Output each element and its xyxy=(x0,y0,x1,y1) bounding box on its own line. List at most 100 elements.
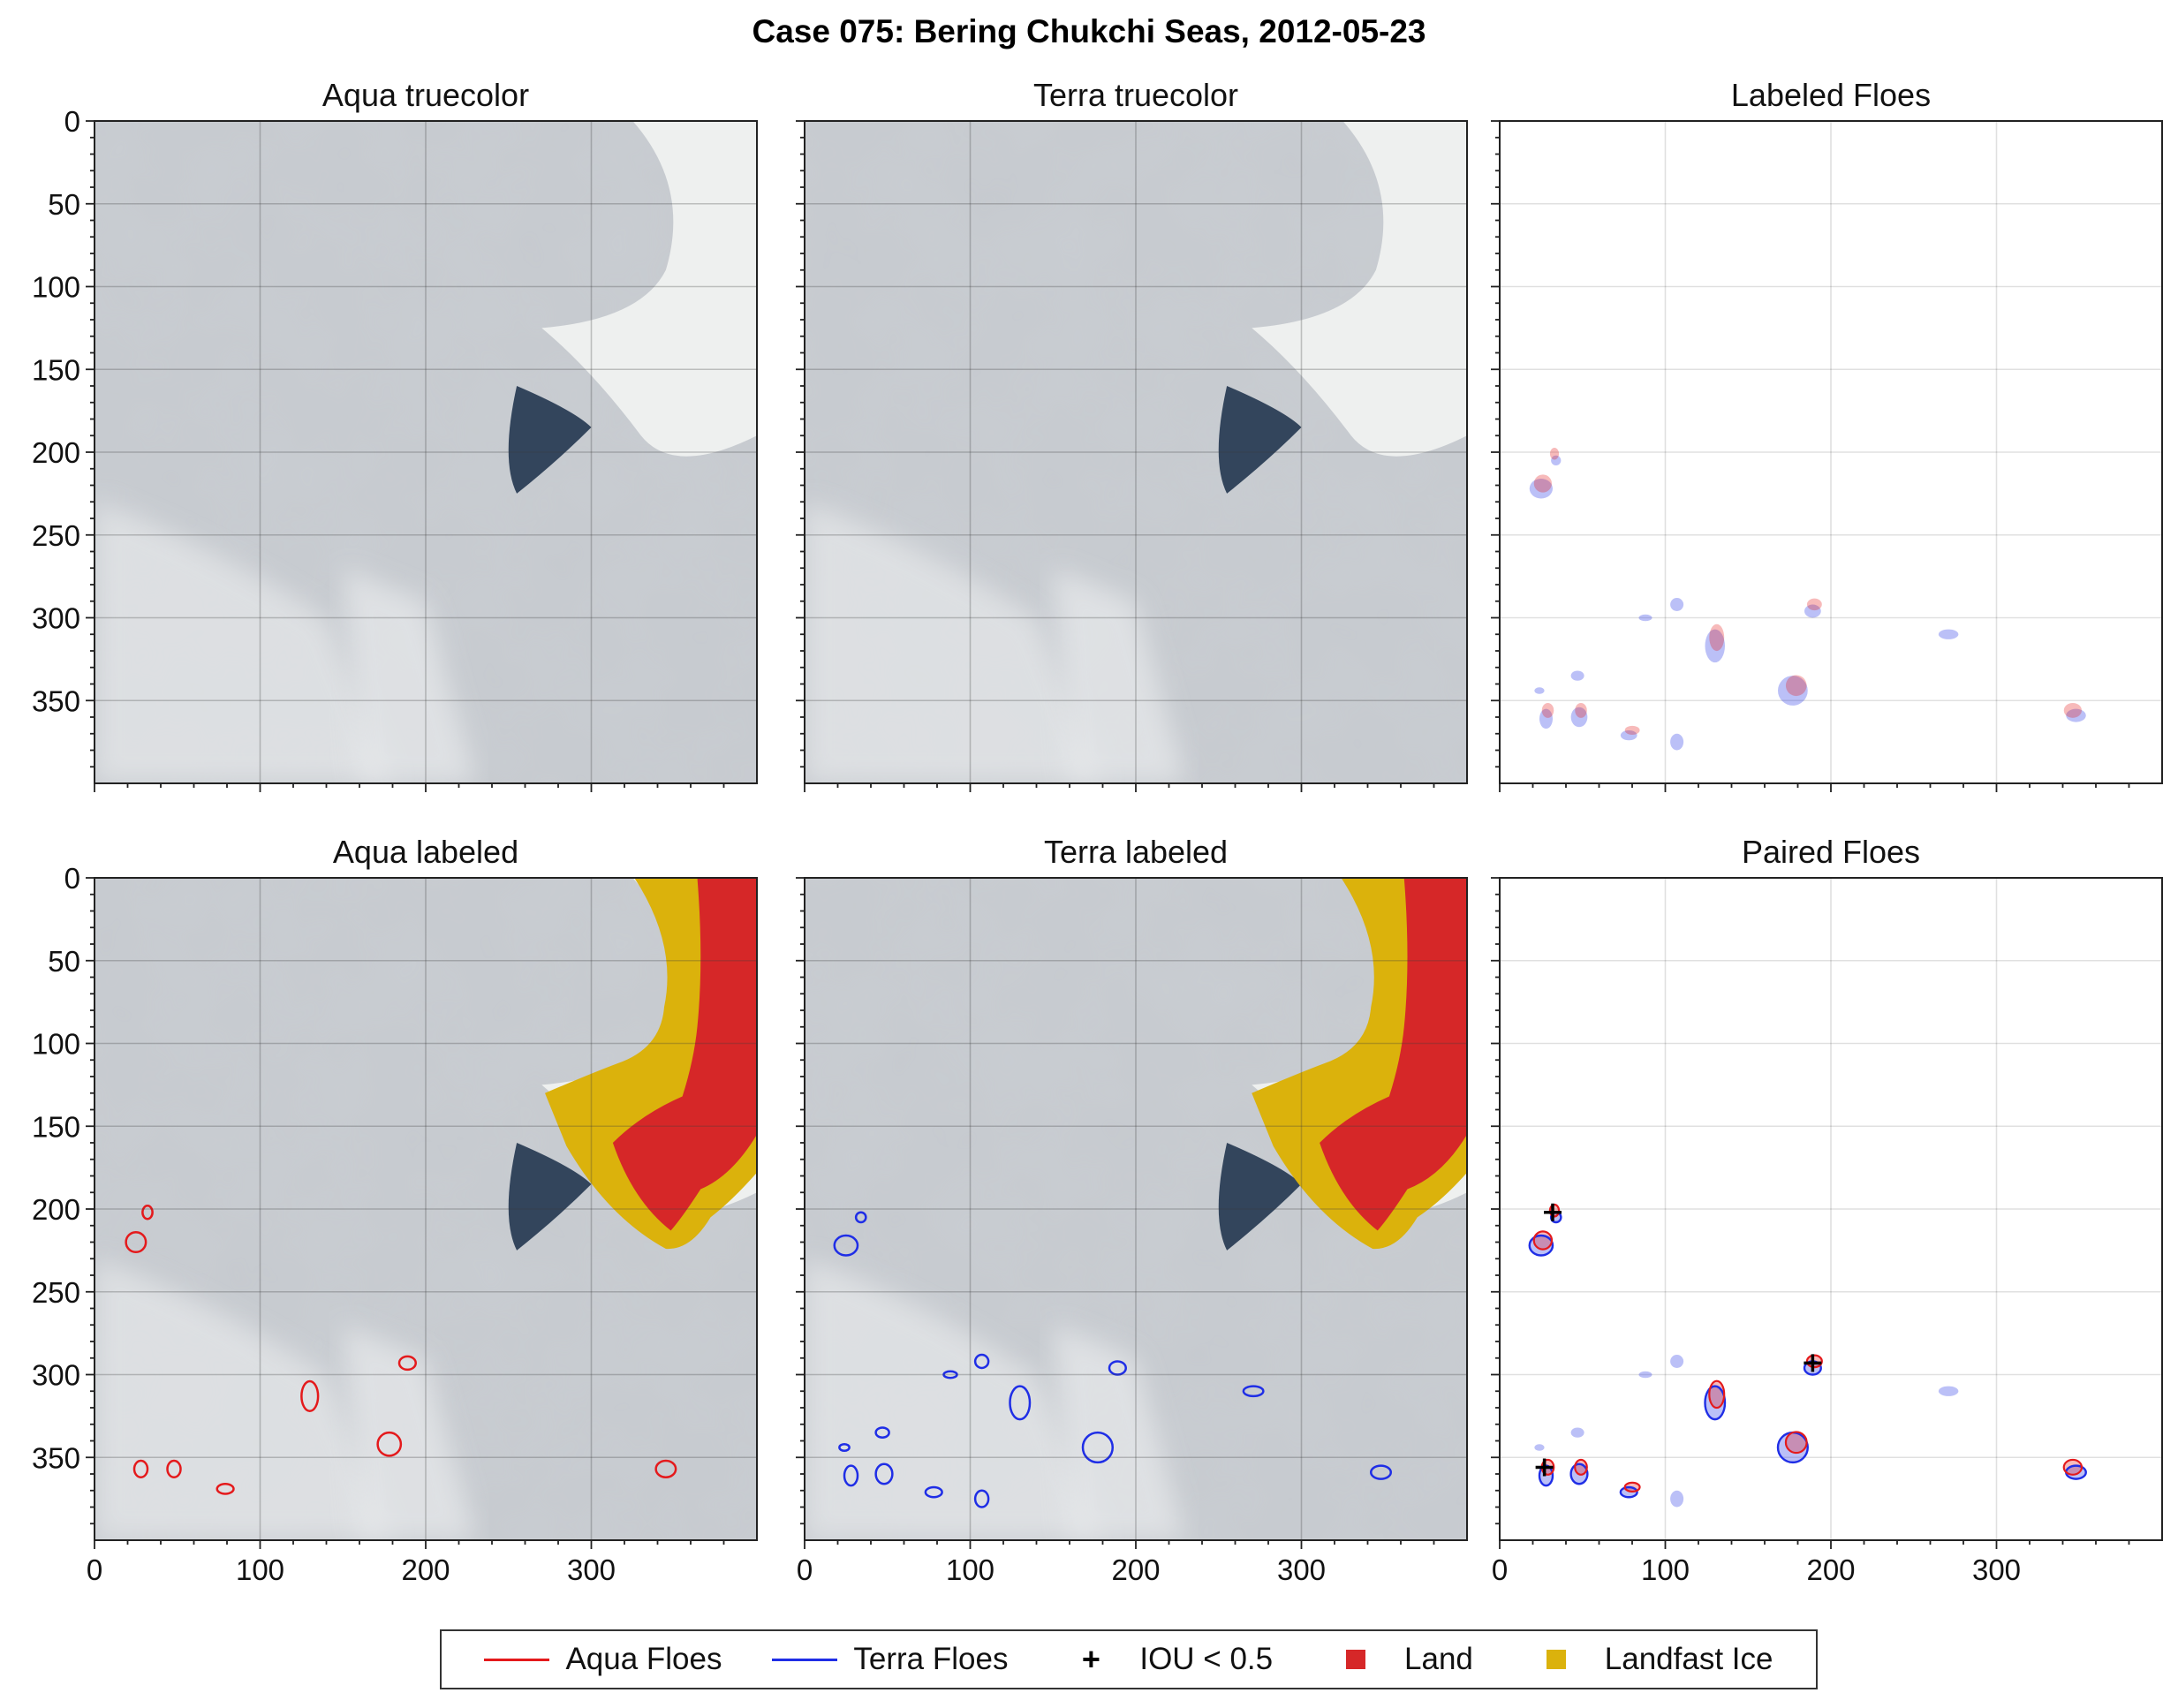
floe-outline xyxy=(1108,1360,1127,1376)
pack-ice-region xyxy=(343,1325,476,1540)
iou-marker xyxy=(1804,1354,1822,1372)
floe-outline xyxy=(1242,1385,1265,1398)
panel-plot-area xyxy=(1500,121,2162,783)
terra-floe xyxy=(1529,479,1553,499)
pack-ice-region xyxy=(95,502,393,783)
aqua-floe-outline xyxy=(1548,1203,1561,1218)
floe-outline xyxy=(1370,1464,1392,1480)
y-tick-label: 50 xyxy=(48,188,80,221)
terra-floe xyxy=(1778,676,1808,706)
floe-outline xyxy=(874,1462,894,1485)
aqua-floe xyxy=(1709,623,1725,652)
legend-line-icon xyxy=(484,1658,550,1661)
open-water xyxy=(1218,1143,1302,1251)
open-water xyxy=(508,1143,592,1251)
panel-plot-area xyxy=(805,121,1467,783)
land-region xyxy=(1320,878,1467,1231)
terra-floe xyxy=(1705,629,1725,663)
aqua-floe-outline xyxy=(1784,1431,1808,1455)
panel-3: Labeled Floes xyxy=(1491,77,2163,792)
legend-square-icon xyxy=(1346,1650,1366,1669)
aqua-floe xyxy=(1785,675,1807,697)
aqua-floe-outline xyxy=(1574,1458,1588,1476)
terra-floe xyxy=(1534,687,1545,694)
coast-ice xyxy=(541,121,757,457)
plot-background xyxy=(1500,121,2162,783)
legend-label: Landfast Ice xyxy=(1604,1642,1773,1676)
legend-square-icon xyxy=(1546,1650,1566,1669)
pack-ice-region xyxy=(1053,1325,1186,1540)
terra-floe xyxy=(1670,598,1684,611)
y-tick-label: 250 xyxy=(32,1276,80,1309)
terra-floe xyxy=(1529,1236,1553,1256)
aqua-floe-outline xyxy=(1708,1379,1726,1409)
legend-label: Terra Floes xyxy=(853,1642,1009,1676)
aqua-floe xyxy=(1806,598,1822,611)
x-tick-label: 300 xyxy=(567,1553,616,1586)
aqua-floe-outline xyxy=(1623,1481,1641,1493)
aqua-floe xyxy=(1785,1432,1807,1454)
x-tick-label: 100 xyxy=(1641,1553,1690,1586)
terra-floe xyxy=(1670,1355,1684,1368)
terra-floe xyxy=(1670,733,1684,751)
y-tick-label: 150 xyxy=(32,1110,80,1143)
floe-outline xyxy=(141,1205,154,1221)
x-tick-label: 300 xyxy=(1972,1553,2021,1586)
floe-outline xyxy=(125,1231,147,1253)
y-tick-label: 100 xyxy=(32,271,80,304)
pack-ice-region xyxy=(343,568,476,783)
aqua-floe-outline xyxy=(1532,1230,1554,1251)
x-tick-label: 0 xyxy=(1492,1553,1508,1586)
legend-label: IOU < 0.5 xyxy=(1139,1642,1274,1676)
panel-5: Terra labeled 0 100 200 300 xyxy=(796,834,1468,1586)
legend-item: + IOU < 0.5 xyxy=(1058,1642,1273,1677)
legend-item: Aqua Floes xyxy=(484,1642,722,1677)
aqua-floe xyxy=(2063,1459,2082,1475)
panel-title: Aqua labeled xyxy=(333,834,518,870)
panel-title: Paired Floes xyxy=(1742,834,1920,870)
floe-outline xyxy=(854,1211,867,1224)
terra-floe-outline xyxy=(1569,1462,1589,1485)
floe-outline xyxy=(376,1431,403,1457)
aqua-floe xyxy=(1541,702,1554,718)
floe-outline xyxy=(942,1370,958,1379)
panel-title: Terra truecolor xyxy=(1033,77,1238,113)
panel-plot-area xyxy=(95,121,757,783)
floe-outline xyxy=(874,1426,890,1439)
floe-outline xyxy=(838,1443,851,1452)
x-tick-label: 300 xyxy=(1277,1553,1326,1586)
x-tick-label: 200 xyxy=(1806,1553,1855,1586)
floe-outline xyxy=(1081,1431,1114,1464)
y-tick-label: 50 xyxy=(48,945,80,978)
y-tick-label: 200 xyxy=(32,1193,80,1226)
y-tick-label: 0 xyxy=(64,862,80,895)
terra-floe xyxy=(1570,707,1588,728)
panel-6: Paired Floes 0 100 200 300 xyxy=(1491,834,2163,1586)
plot-background xyxy=(1500,878,2162,1540)
terra-floe xyxy=(1938,629,1959,639)
panel-title: Labeled Floes xyxy=(1731,77,1931,113)
panel-plot-area xyxy=(805,878,1467,1540)
iou-marker xyxy=(1544,1203,1562,1221)
aqua-floe xyxy=(2063,702,2082,718)
x-tick-label: 200 xyxy=(1111,1553,1160,1586)
x-tick-label: 0 xyxy=(87,1553,102,1586)
y-tick-label: 200 xyxy=(32,436,80,469)
y-tick-label: 300 xyxy=(32,1359,80,1392)
panel-title: Terra labeled xyxy=(1044,834,1228,870)
legend-label: Aqua Floes xyxy=(565,1642,722,1676)
terra-floe xyxy=(1539,708,1553,729)
legend-label: Land xyxy=(1404,1642,1473,1676)
legend-item: Land xyxy=(1323,1642,1473,1677)
x-tick-label: 100 xyxy=(946,1553,994,1586)
y-tick-label: 350 xyxy=(32,684,80,717)
pack-ice-region xyxy=(805,502,1103,783)
terra-floe xyxy=(1570,670,1584,681)
x-tick-label: 200 xyxy=(401,1553,450,1586)
terra-floe xyxy=(1620,1487,1637,1498)
floe-outline xyxy=(973,1353,990,1370)
pack-ice-region xyxy=(805,1258,1103,1540)
aqua-floe xyxy=(1624,725,1640,735)
floe-outline xyxy=(973,1489,990,1508)
terra-floe xyxy=(1620,730,1637,741)
